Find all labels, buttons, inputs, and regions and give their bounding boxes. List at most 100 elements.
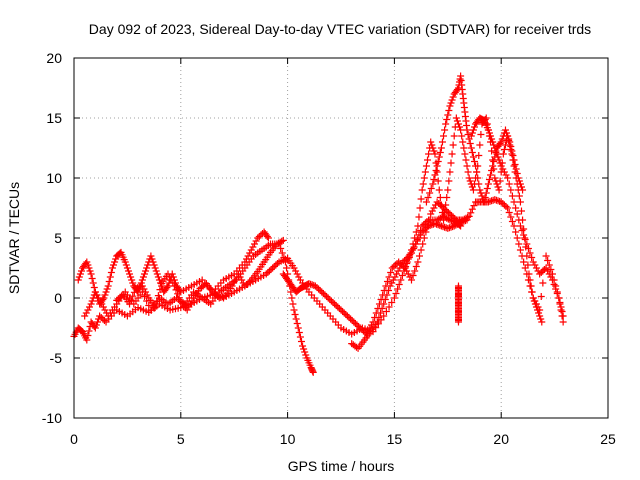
data-point: [458, 132, 466, 140]
data-point: [512, 228, 520, 236]
data-point: [407, 249, 415, 257]
data-point: [463, 126, 471, 134]
data-point: [353, 321, 361, 329]
data-point: [385, 273, 393, 281]
data-point: [380, 300, 388, 308]
data-point: [504, 174, 512, 182]
data-point: [278, 249, 286, 257]
data-point: [484, 126, 492, 134]
data-point: [461, 150, 469, 158]
data-point: [500, 168, 508, 176]
data-point: [484, 180, 492, 188]
data-point: [493, 150, 501, 158]
data-point: [283, 264, 291, 272]
data-point: [238, 276, 246, 284]
data-point: [390, 294, 398, 302]
data-point: [495, 186, 503, 194]
data-point: [526, 276, 534, 284]
data-point: [422, 198, 430, 206]
data-point: [414, 258, 422, 266]
data-point: [447, 99, 455, 107]
data-point: [124, 267, 132, 275]
data-point: [460, 144, 468, 152]
data-point: [292, 267, 300, 275]
data-point: [462, 156, 470, 164]
data-point: [542, 252, 550, 260]
data-point: [270, 263, 278, 270]
data-point: [433, 162, 441, 170]
data-point: [452, 114, 460, 122]
data-point: [185, 303, 193, 311]
data-point: [510, 222, 518, 230]
data-point: [515, 240, 523, 248]
data-point: [523, 240, 531, 248]
x-tick-label: 20: [493, 431, 509, 447]
data-point: [174, 290, 182, 298]
data-point: [512, 204, 520, 212]
data-point: [500, 201, 508, 209]
data-point: [491, 144, 499, 152]
data-point: [391, 273, 399, 281]
data-point: [537, 315, 545, 323]
data-point: [96, 312, 104, 320]
data-point: [93, 318, 101, 326]
data-point: [426, 189, 434, 197]
data-point: [480, 198, 488, 206]
data-point: [166, 273, 174, 281]
data-point: [497, 138, 505, 146]
data-point: [515, 216, 523, 224]
data-point: [154, 292, 162, 300]
data-point: [412, 263, 420, 270]
data-point: [405, 252, 413, 260]
data-point: [295, 273, 303, 281]
data-point: [490, 158, 498, 165]
data-point: [111, 258, 119, 266]
data-point: [327, 297, 335, 305]
data-point: [385, 303, 393, 311]
data-point: [454, 292, 462, 300]
data-point: [252, 237, 260, 245]
data-point: [126, 270, 134, 278]
data-point: [273, 260, 281, 267]
data-point: [88, 275, 96, 282]
data-point: [475, 180, 483, 188]
data-point: [515, 177, 523, 185]
data-point: [394, 285, 402, 293]
data-point: [82, 309, 90, 317]
data-point: [538, 318, 546, 326]
data-point: [438, 138, 446, 146]
data-point: [463, 216, 471, 224]
data-point: [382, 308, 390, 315]
data-point: [531, 300, 539, 308]
data-point: [544, 257, 552, 264]
data-point: [444, 186, 452, 194]
data-point: [491, 174, 499, 182]
data-point: [167, 276, 175, 284]
data-point: [476, 141, 484, 149]
data-point: [445, 177, 453, 185]
data-point: [334, 303, 342, 311]
data-point: [151, 264, 159, 272]
series-track-h: [113, 236, 287, 314]
data-point: [153, 270, 161, 278]
data-point: [280, 254, 288, 261]
data-point: [434, 158, 442, 165]
data-point: [210, 290, 218, 297]
data-point: [528, 288, 536, 296]
data-point: [332, 302, 340, 309]
data-point: [436, 194, 444, 201]
data-point: [495, 156, 503, 164]
data-point: [469, 126, 477, 134]
y-tick-label: -5: [50, 350, 63, 366]
data-point: [102, 288, 110, 296]
data-point: [500, 146, 508, 153]
data-point: [230, 279, 238, 287]
data-point: [498, 135, 506, 143]
data-point: [517, 207, 525, 215]
data-point: [469, 186, 477, 194]
data-point: [394, 267, 402, 275]
data-point: [547, 273, 555, 281]
data-point: [454, 284, 462, 292]
y-axis-label: SDTVAR / TECUs: [6, 182, 22, 294]
data-point: [289, 300, 297, 308]
